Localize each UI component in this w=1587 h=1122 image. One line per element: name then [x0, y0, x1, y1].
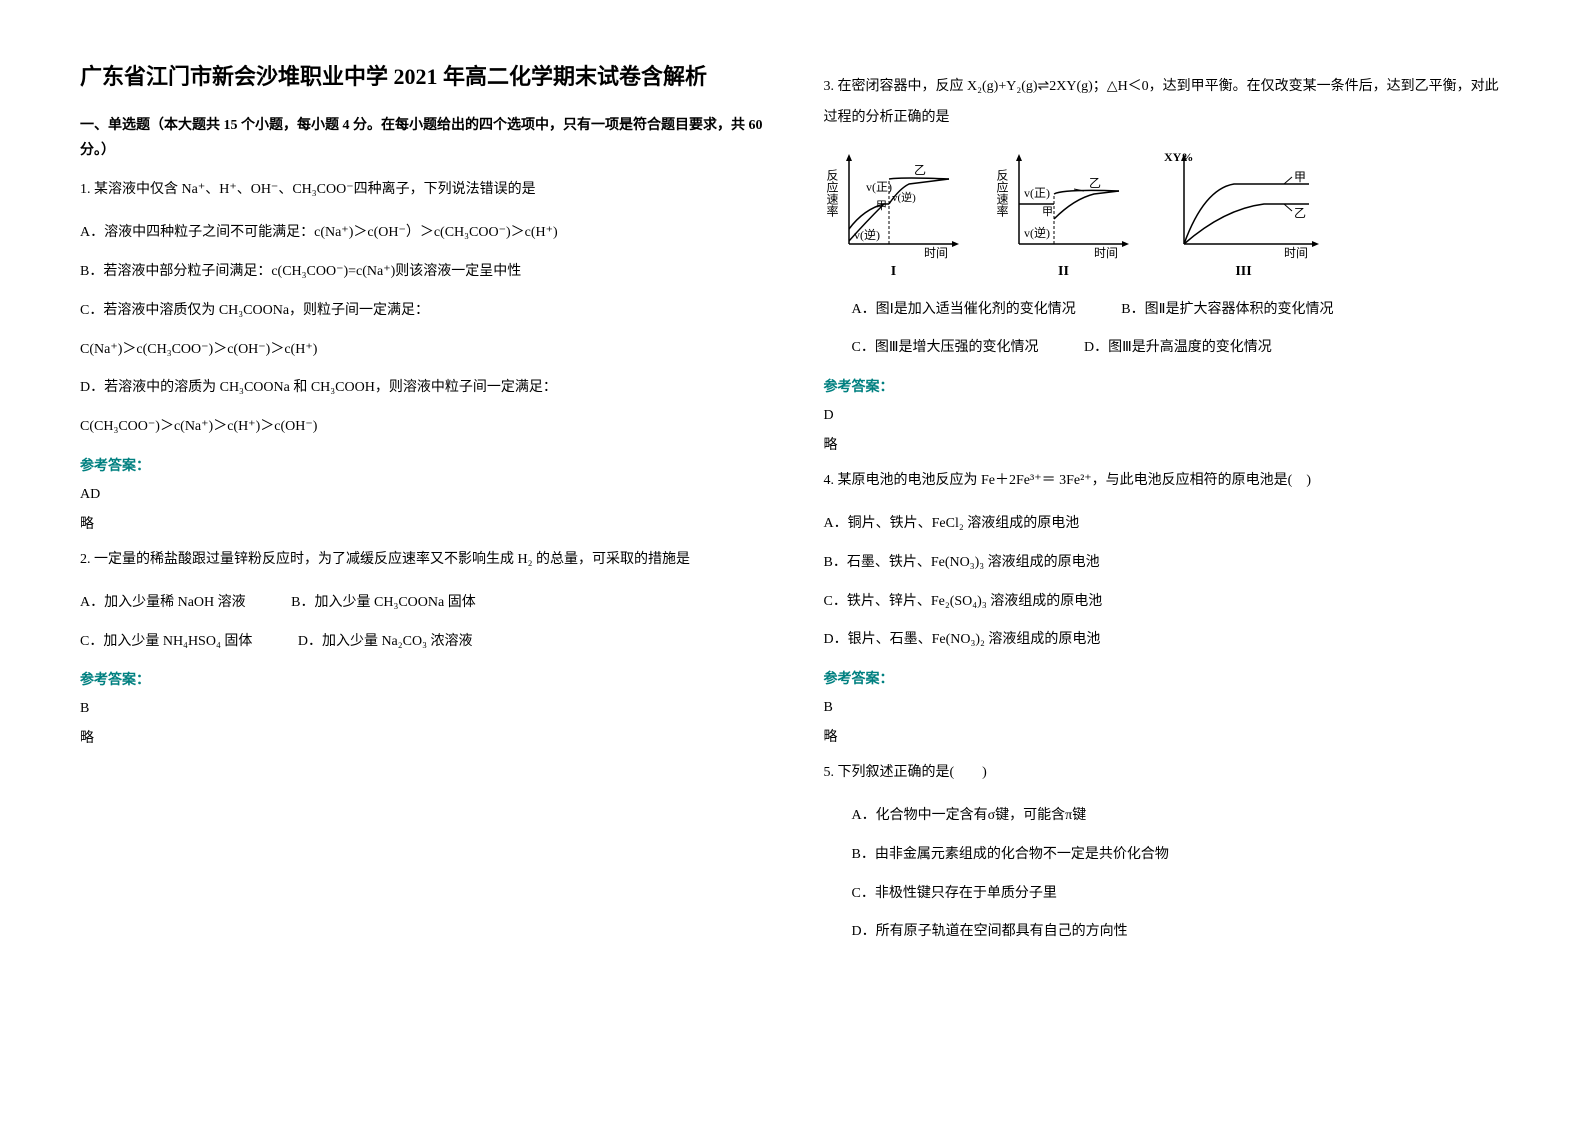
- q2-option-c: C．加入少量 NH₄HSO₄ 固体: [80, 634, 252, 649]
- q3-answer-label: 参考答案：: [824, 376, 1508, 396]
- q3-stem: 3. 在密闭容器中，反应 X₂(g)+Y₂(g)⇌2XY(g)；△H＜0，达到甲…: [824, 72, 1508, 134]
- d3-ylabel: XY%: [1164, 150, 1193, 164]
- q1-option-c: C．若溶液中溶质仅为 CH₃COONa，则粒子间一定满足：: [80, 296, 764, 327]
- q2-note: 略: [80, 727, 764, 747]
- q3-option-a: A．图Ⅰ是加入适当催化剂的变化情况: [852, 302, 1076, 317]
- d1-vreverse2: v(逆): [892, 190, 916, 204]
- d3-yi: 乙: [1294, 206, 1306, 220]
- section-1-heading: 一、单选题（本大题共 15 个小题，每小题 4 分。在每小题给出的四个选项中，只…: [80, 113, 764, 163]
- q1-option-a: A．溶液中四种粒子之间不可能满足：c(Na⁺)＞c(OH⁻）＞c(CH₃COO⁻…: [80, 218, 764, 249]
- d2-vreverse: v(逆): [1024, 225, 1050, 240]
- q3-stem-text: 3. 在密闭容器中，反应 X₂(g)+Y₂(g)⇌2XY(g)；△H＜0，达到甲…: [824, 79, 1499, 125]
- q2-options-row1: A．加入少量稀 NaOH 溶液 B．加入少量 CH₃COONa 固体: [80, 588, 764, 619]
- q2-option-d: D．加入少量 Na₂CO₃ 浓溶液: [298, 634, 473, 649]
- q1-note: 略: [80, 513, 764, 533]
- q5-stem: 5. 下列叙述正确的是( ): [824, 758, 1508, 789]
- q3-option-b: B．图Ⅱ是扩大容器体积的变化情况: [1121, 302, 1333, 317]
- d1-xlabel: 时间: [924, 246, 948, 259]
- q3-note: 略: [824, 434, 1508, 454]
- d1-jia: 甲: [876, 200, 887, 212]
- d3-xlabel: 时间: [1284, 246, 1308, 259]
- q5-option-d: D．所有原子轨道在空间都具有自己的方向性: [824, 917, 1508, 948]
- diagram-2: 反应速率 时间 v(正) 甲 v(逆) 乙 II: [994, 149, 1134, 280]
- q4-option-c: C．铁片、锌片、Fe₂(SO₄)₃ 溶液组成的原电池: [824, 587, 1508, 618]
- diagram-2-svg: 反应速率 时间 v(正) 甲 v(逆) 乙: [994, 149, 1134, 259]
- q2-option-a: A．加入少量稀 NaOH 溶液: [80, 595, 246, 610]
- q4-stem: 4. 某原电池的电池反应为 Fe＋2Fe³⁺＝ 3Fe²⁺，与此电池反应相符的原…: [824, 466, 1508, 497]
- q1-option-d2: C(CH₃COO⁻)＞c(Na⁺)＞c(H⁺)＞c(OH⁻): [80, 412, 764, 443]
- q4-option-a: A．铜片、铁片、FeCl₂ 溶液组成的原电池: [824, 509, 1508, 540]
- d2-ylabel: 反应速率: [995, 168, 1009, 216]
- right-column: 3. 在密闭容器中，反应 X₂(g)+Y₂(g)⇌2XY(g)；△H＜0，达到甲…: [824, 60, 1508, 956]
- q3-diagrams: 反应速率 时间 v(正) 甲 v(逆) 乙 v(逆) I: [824, 149, 1508, 280]
- d1-ylabel: 反应速率: [825, 168, 839, 216]
- q1-option-d: D．若溶液中的溶质为 CH₃COONa 和 CH₃COOH，则溶液中粒子间一定满…: [80, 373, 764, 404]
- diagram-3-svg: XY% 时间 甲 乙: [1164, 149, 1324, 259]
- q1-option-c2: C(Na⁺)＞c(CH₃COO⁻)＞c(OH⁻)＞c(H⁺): [80, 335, 764, 366]
- q3-options-row2: C．图Ⅲ是增大压强的变化情况 D．图Ⅲ是升高温度的变化情况: [824, 333, 1508, 364]
- diagram-1-svg: 反应速率 时间 v(正) 甲 v(逆) 乙 v(逆): [824, 149, 964, 259]
- exam-page: 广东省江门市新会沙堆职业中学 2021 年高二化学期末试卷含解析 一、单选题（本…: [0, 0, 1587, 996]
- diagram-3-label: III: [1235, 264, 1251, 280]
- q4-answer: B: [824, 700, 1508, 716]
- diagram-1-label: I: [891, 264, 896, 280]
- q3-option-c: C．图Ⅲ是增大压强的变化情况: [852, 340, 1039, 355]
- q2-options-row2: C．加入少量 NH₄HSO₄ 固体 D．加入少量 Na₂CO₃ 浓溶液: [80, 627, 764, 658]
- q1-answer-label: 参考答案：: [80, 455, 764, 475]
- d2-jia: 甲: [1042, 206, 1053, 218]
- q4-answer-label: 参考答案：: [824, 668, 1508, 688]
- q4-note: 略: [824, 726, 1508, 746]
- d2-yi: 乙: [1089, 176, 1101, 190]
- d1-vforward: v(正): [866, 180, 892, 194]
- diagram-3: XY% 时间 甲 乙 III: [1164, 149, 1324, 280]
- diagram-2-label: II: [1058, 264, 1069, 280]
- q3-options-row1: A．图Ⅰ是加入适当催化剂的变化情况 B．图Ⅱ是扩大容器体积的变化情况: [824, 295, 1508, 326]
- d1-yi: 乙: [914, 163, 926, 177]
- q5-option-b: B．由非金属元素组成的化合物不一定是共价化合物: [824, 840, 1508, 871]
- q1-answer: AD: [80, 487, 764, 503]
- q1-option-b: B．若溶液中部分粒子间满足：c(CH₃COO⁻)=c(Na⁺)则该溶液一定呈中性: [80, 257, 764, 288]
- d2-xlabel: 时间: [1094, 246, 1118, 259]
- exam-title: 广东省江门市新会沙堆职业中学 2021 年高二化学期末试卷含解析: [80, 60, 764, 93]
- q4-option-b: B．石墨、铁片、Fe(NO₃)₃ 溶液组成的原电池: [824, 548, 1508, 579]
- q2-option-b: B．加入少量 CH₃COONa 固体: [291, 595, 476, 610]
- d2-vforward: v(正): [1024, 186, 1050, 200]
- q2-stem: 2. 一定量的稀盐酸跟过量锌粉反应时，为了减缓反应速率又不影响生成 H₂ 的总量…: [80, 545, 764, 576]
- q2-answer-label: 参考答案：: [80, 669, 764, 689]
- q2-answer: B: [80, 701, 764, 717]
- left-column: 广东省江门市新会沙堆职业中学 2021 年高二化学期末试卷含解析 一、单选题（本…: [80, 60, 764, 956]
- q3-option-d: D．图Ⅲ是升高温度的变化情况: [1084, 340, 1272, 355]
- d3-jia: 甲: [1294, 170, 1306, 184]
- q1-stem: 1. 某溶液中仅含 Na⁺、H⁺、OH⁻、CH₃COO⁻四种离子，下列说法错误的…: [80, 175, 764, 206]
- diagram-1: 反应速率 时间 v(正) 甲 v(逆) 乙 v(逆) I: [824, 149, 964, 280]
- q3-answer: D: [824, 408, 1508, 424]
- q5-option-a: A．化合物中一定含有σ键，可能含π键: [824, 801, 1508, 832]
- q5-option-c: C．非极性键只存在于单质分子里: [824, 879, 1508, 910]
- d1-vreverse: v(逆): [854, 227, 880, 242]
- q4-option-d: D．银片、石墨、Fe(NO₃)₂ 溶液组成的原电池: [824, 625, 1508, 656]
